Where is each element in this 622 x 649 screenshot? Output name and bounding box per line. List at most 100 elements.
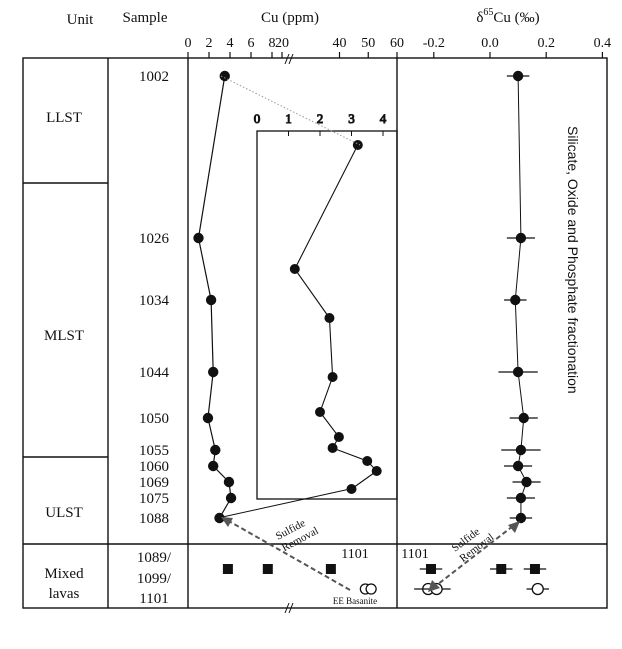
label-1101-cu: 1101	[341, 547, 368, 562]
sulfide-removal-arrow-cu	[221, 517, 351, 591]
inset-tick-label: 1	[285, 111, 292, 126]
sample-label: 1099/	[137, 571, 172, 587]
inset-guide-line-lower	[217, 488, 351, 519]
delta-tick-label: 0.0	[481, 36, 499, 51]
delta-point	[515, 444, 527, 456]
sample-label: 1089/	[137, 550, 172, 566]
cu-tick-label: 2	[206, 36, 213, 51]
label-1101-delta: 1101	[401, 547, 428, 562]
sample-label: 1026	[139, 231, 170, 247]
cu-square-point	[262, 564, 273, 574]
cu-point	[202, 412, 214, 424]
cu-point	[208, 460, 219, 472]
sample-label: 1034	[139, 293, 170, 309]
unit-label-ulst: ULST	[45, 505, 83, 521]
top-axis-ticks	[187, 52, 604, 58]
top-axis-labels: 0 2 4 6 8 20 40 50 60 -0.2 0.0 0.2 0.4	[185, 36, 612, 51]
delta-square-point	[529, 564, 540, 574]
sulfide-removal-label-delta: SulfideRemoval	[450, 521, 497, 565]
cu-square-point	[222, 564, 233, 574]
cu-square-point	[325, 564, 336, 574]
sample-label: 1044	[139, 365, 170, 381]
delta-point	[515, 232, 527, 244]
unit-label-mixed-lavas: Mixed lavas	[44, 566, 84, 602]
axis-break-bottom	[284, 602, 294, 614]
sample-label: 1002	[139, 69, 169, 85]
axis-break-top	[284, 53, 294, 65]
sulfide-removal-arrow-delta	[428, 521, 520, 592]
cu-point	[225, 492, 237, 504]
sample-label: 1088	[139, 511, 169, 527]
inset-cu-series	[289, 140, 382, 494]
cu-point	[193, 232, 204, 244]
sample-label: 1075	[139, 491, 169, 507]
inset-line	[294, 144, 378, 490]
cu-tick-label: 20	[275, 36, 289, 51]
sulfide-removal-label-cu: SulfideRemoval	[274, 513, 321, 554]
ee-basanite-label: EE Basanite	[333, 596, 377, 606]
sample-label: 1050	[139, 411, 169, 427]
unit-label-llst: LLST	[46, 110, 82, 126]
inset-tick-label: 0	[254, 111, 261, 126]
cu-tick-label: 0	[185, 36, 192, 51]
fractionation-label: Silicate, Oxide and Phosphate fractionat…	[565, 126, 581, 394]
delta-line	[514, 75, 528, 518]
delta-point	[515, 512, 527, 524]
inset-point	[352, 140, 363, 150]
delta-axis-title: δ65Cu (‰)	[476, 7, 539, 26]
delta-point	[515, 492, 527, 504]
unit-header: Unit	[67, 12, 95, 28]
delta-open-point	[531, 582, 544, 596]
sample-label: 1060	[139, 459, 169, 475]
inset-tick-label: 4	[380, 111, 387, 126]
inset-point	[371, 466, 382, 476]
inset-point	[327, 443, 338, 453]
sample-label: 1055	[139, 443, 169, 459]
cu-open-point	[365, 583, 377, 595]
cu-point	[208, 366, 219, 378]
inset-point	[333, 432, 344, 442]
delta-point	[512, 70, 524, 82]
sample-label: 1069	[139, 475, 169, 491]
unit-label-mlst: MLST	[44, 328, 84, 344]
cu-tick-label: 6	[248, 36, 255, 51]
delta-point	[521, 476, 532, 488]
delta-point	[518, 412, 529, 424]
cu-tick-label: 4	[227, 36, 234, 51]
sample-header: Sample	[123, 10, 168, 26]
inset-tick-label: 2	[317, 111, 324, 126]
inset-guide-line	[220, 75, 361, 146]
inset-point	[327, 372, 338, 382]
cu-series	[193, 70, 377, 595]
cu-axis-title: Cu (ppm)	[261, 10, 319, 26]
cu-point	[223, 476, 235, 488]
inset-point	[315, 407, 325, 417]
delta-tick-label: 0.4	[594, 36, 612, 51]
delta-series	[414, 70, 550, 596]
inset-axis: 0 1 2 3 4	[253, 111, 387, 136]
sample-label: 1101	[139, 591, 168, 607]
cu-line	[197, 75, 232, 519]
cu-tick-label: 8	[269, 36, 276, 51]
delta-tick-label: 0.2	[537, 36, 555, 51]
inset-tick-label: 3	[348, 111, 355, 126]
cu-point	[219, 70, 230, 82]
delta-square-point	[425, 564, 436, 574]
inset-point	[346, 484, 357, 494]
inset-point	[362, 456, 373, 466]
cu-point	[210, 444, 221, 456]
delta-point	[512, 366, 524, 378]
delta-point	[510, 294, 521, 306]
delta-point	[512, 460, 524, 472]
delta-tick-label: -0.2	[423, 36, 445, 51]
inset-point	[324, 313, 335, 323]
cu-point	[205, 294, 217, 306]
delta-square-point	[496, 564, 507, 574]
inset-point	[289, 264, 300, 274]
cu-tick-label: 50	[361, 36, 375, 51]
cu-tick-label: 40	[333, 36, 347, 51]
inset-frame	[256, 130, 398, 500]
cu-tick-label: 60	[390, 36, 404, 51]
